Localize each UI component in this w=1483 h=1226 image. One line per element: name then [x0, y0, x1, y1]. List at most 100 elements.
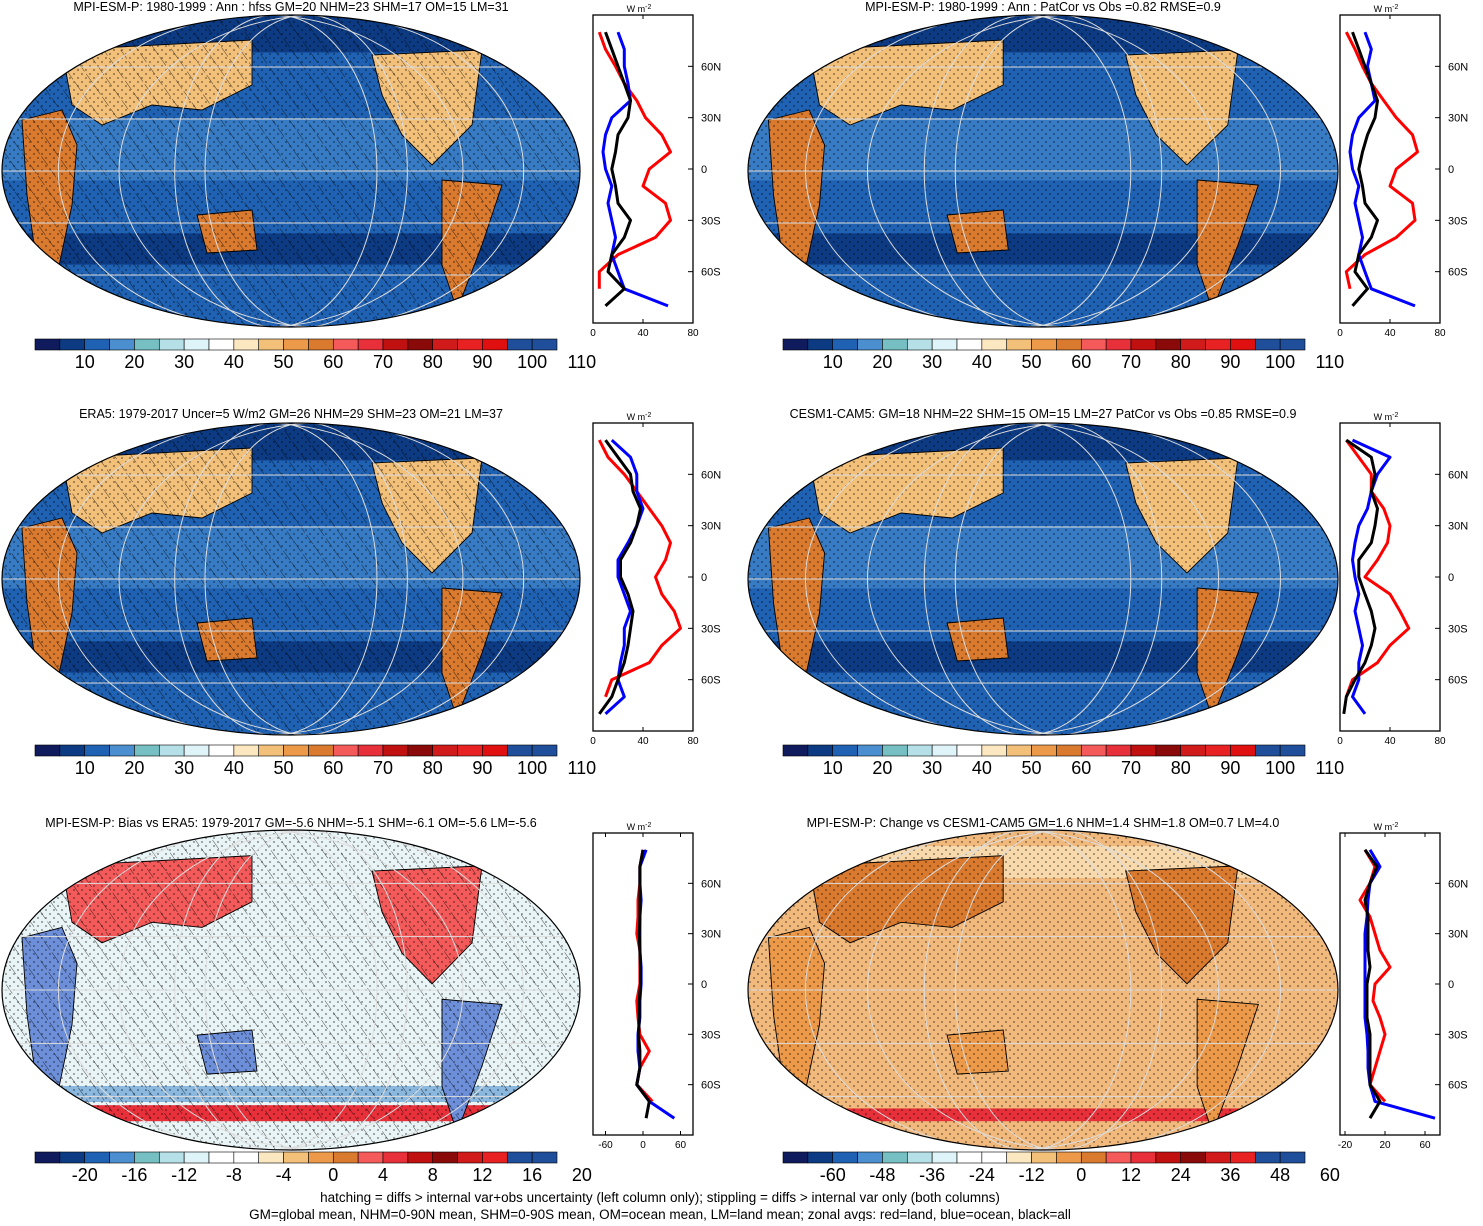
colorbar-box: [981, 1151, 1008, 1164]
zonal-xtick-label: 80: [687, 736, 699, 747]
colorbar-label: 20: [572, 1165, 592, 1185]
colorbar-label: 48: [1270, 1165, 1290, 1185]
colorbar-label: 60: [1071, 758, 1091, 778]
colorbar-label: 0: [328, 1165, 338, 1185]
colorbar-box: [382, 744, 409, 757]
colorbar: 10 20 30 40 50 60 70 80 90 100 110: [782, 744, 1344, 778]
zonal-frame: [592, 422, 694, 732]
footer-line-1: hatching = diffs > internal var+obs unce…: [320, 1190, 1000, 1205]
colorbar-box: [1105, 744, 1132, 757]
colorbar-label: 8: [428, 1165, 438, 1185]
zonal-xtick-label: 80: [687, 328, 699, 339]
colorbar-label: -48: [869, 1165, 895, 1185]
map: [748, 15, 1338, 327]
colorbar-box: [482, 744, 508, 757]
zonal-ytick-label: 60S: [1448, 1080, 1468, 1092]
zonal-series-ocean: [604, 438, 645, 716]
colorbar-label: 16: [522, 1165, 542, 1185]
colorbar-label: 50: [274, 758, 294, 778]
colorbar-box: [1130, 744, 1157, 757]
zonal-mean-plot: W m-2 0 40 80 60N 30N 0 30S 60S: [590, 412, 721, 747]
panel-title: MPI-ESM-P: Change vs CESM1-CAM5 GM=1.6 N…: [807, 816, 1280, 830]
colorbar-box: [283, 744, 309, 757]
zonal-ytick-label: 60N: [1448, 61, 1468, 73]
colorbar-box: [1006, 338, 1032, 351]
colorbar-label: 70: [1121, 758, 1141, 778]
zonal-xtick-label: 60: [675, 1140, 687, 1151]
colorbar-box: [1006, 1151, 1032, 1164]
zonal-ytick-label: 30N: [1448, 113, 1468, 125]
colorbar-box: [1254, 338, 1281, 351]
zonal-ytick-label: 30S: [1448, 1029, 1468, 1041]
colorbar-label: 0: [1076, 1165, 1086, 1185]
colorbar-label: 70: [373, 352, 393, 372]
colorbar-box: [84, 1151, 110, 1164]
panel-title: MPI-ESM-P: 1980-1999 : Ann : hfss GM=20 …: [73, 0, 508, 14]
colorbar-box: [931, 744, 958, 757]
zonal-xtick-label: 0: [590, 736, 596, 747]
colorbar-box: [134, 1151, 160, 1164]
zonal-xtick-label: 0: [640, 1140, 646, 1151]
map-outline: [747, 422, 1339, 736]
zonal-ytick-label: 60N: [701, 61, 721, 73]
zonal-ytick-label: 30S: [1448, 623, 1468, 635]
colorbar-box: [1180, 338, 1206, 351]
colorbar-box: [183, 338, 210, 351]
colorbar-box: [84, 744, 110, 757]
colorbar-label: 60: [323, 758, 343, 778]
zonal-ytick-label: 0: [701, 164, 707, 176]
colorbar-box: [1056, 338, 1082, 351]
colorbar-label: 100: [1265, 352, 1295, 372]
zonal-xtick-label: 80: [1434, 736, 1446, 747]
colorbar-box: [109, 1151, 135, 1164]
map: [748, 830, 1338, 1150]
colorbar-label: 90: [1220, 758, 1240, 778]
colorbar-label: 30: [922, 758, 942, 778]
colorbar-box: [832, 338, 858, 351]
colorbar-label: 90: [472, 352, 492, 372]
colorbar-label: 30: [174, 352, 194, 372]
colorbar-label: 10: [75, 352, 95, 372]
colorbar-label: 100: [1265, 758, 1295, 778]
colorbar-box: [208, 744, 235, 757]
colorbar-label: 40: [224, 758, 244, 778]
colorbar-label: 40: [224, 352, 244, 372]
zonal-frame: [1339, 832, 1441, 1136]
colorbar-label: 60: [1320, 1165, 1340, 1185]
colorbar-box: [233, 1151, 260, 1164]
colorbar-box: [134, 744, 160, 757]
zonal-ytick-label: 0: [1448, 164, 1454, 176]
colorbar-box: [283, 1151, 309, 1164]
colorbar-label: 20: [124, 758, 144, 778]
colorbar-box: [931, 1151, 958, 1164]
colorbar-box: [1080, 744, 1107, 757]
zonal-ytick-label: 60S: [701, 675, 721, 687]
colorbar-box: [906, 744, 933, 757]
map: [2, 830, 580, 1150]
colorbar-label: -12: [1019, 1165, 1045, 1185]
colorbar-box: [332, 338, 359, 351]
panel-title: MPI-ESM-P: Bias vs ERA5: 1979-2017 GM=-5…: [45, 816, 537, 830]
colorbar-box: [857, 744, 883, 757]
colorbar-label: 20: [124, 352, 144, 372]
zonal-ytick-label: 30N: [701, 929, 721, 941]
colorbar-box: [258, 1151, 284, 1164]
colorbar-label: 20: [872, 758, 892, 778]
colorbar-label: 60: [323, 352, 343, 372]
colorbar-box: [34, 1151, 61, 1164]
zonal-ytick-label: 60S: [1448, 675, 1468, 687]
colorbar-box: [1080, 1151, 1107, 1164]
colorbar-label: 12: [472, 1165, 492, 1185]
colorbar-box: [158, 1151, 185, 1164]
graticule: [748, 15, 1338, 327]
map-outline: [1, 14, 581, 328]
colorbar-box: [407, 1151, 434, 1164]
zonal-series-all: [1351, 31, 1379, 307]
colorbar-box: [357, 1151, 384, 1164]
colorbar-box: [258, 744, 284, 757]
colorbar-box: [308, 338, 334, 351]
colorbar-box: [407, 338, 434, 351]
footer-line-2: GM=global mean, NHM=0-90N mean, SHM=0-90…: [249, 1207, 1071, 1221]
colorbar-box: [109, 744, 135, 757]
zonal-mean-plot: W m-2 -60 0 60 60N 30N 0 30S 60S: [592, 822, 721, 1151]
